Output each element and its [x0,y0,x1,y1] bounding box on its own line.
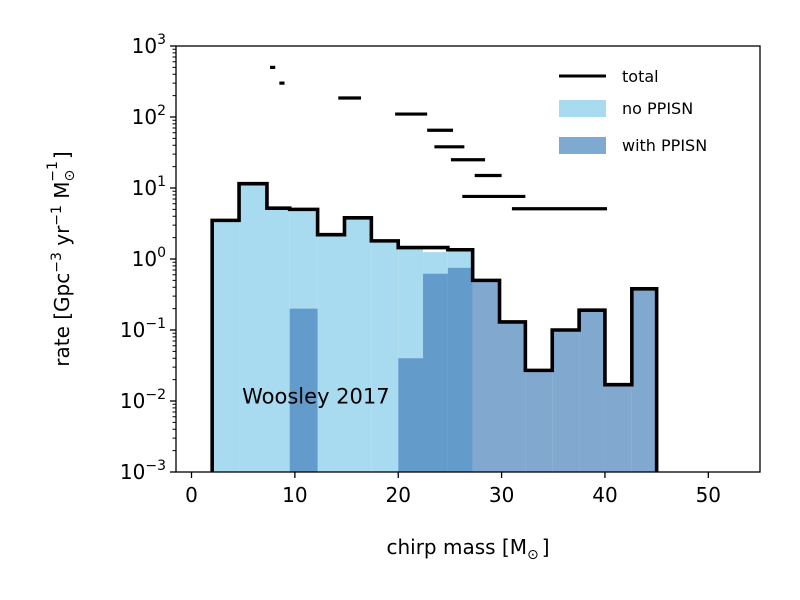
y-tick-label: 10−2 [120,387,166,413]
x-tick-label: 0 [185,483,198,507]
x-tick-label: 10 [282,483,307,507]
no-ppisn-bar [371,240,399,472]
x-tick-label: 50 [696,483,721,507]
upper-segments [270,65,608,211]
y-tick-label: 10−3 [120,458,166,484]
x-tick-label: 20 [386,483,411,507]
dataset-annotation: Woosley 2017 [242,385,389,409]
y-tick-label: 103 [132,32,166,58]
with-ppisn-bar [289,308,318,472]
with-ppisn-bar [499,321,526,472]
y-tick-label: 10−1 [120,316,166,342]
with-ppisn-bar [472,280,500,472]
legend-label: no PPISN [622,99,693,118]
with-ppisn-bars [289,267,657,472]
with-ppisn-bar [604,384,632,472]
with-ppisn-bar [447,267,473,472]
legend-swatch-with-ppisn [559,137,606,154]
legend: total no PPISN with PPISN [559,67,707,155]
y-axis: 10−3 10−2 10−1 100 101 102 103 [120,32,176,484]
y-tick-label: 101 [132,174,166,200]
no-ppisn-bar [317,234,345,472]
x-axis-label: chirp mass [M⊙] [386,535,549,563]
x-axis: 0 10 20 30 40 50 [185,472,721,507]
with-ppisn-bar [579,310,605,472]
legend-label: total [622,67,659,86]
legend-label: with PPISN [622,136,707,155]
total-step-path [210,181,659,472]
with-ppisn-bar [423,273,448,472]
no-ppisn-bar [239,183,267,472]
with-ppisn-bar [552,330,580,472]
x-tick-label: 40 [592,483,617,507]
y-tick-label: 100 [132,245,166,271]
with-ppisn-bar [525,370,553,472]
with-ppisn-bar [631,288,657,472]
total-step-line [210,181,659,472]
with-ppisn-bar [398,358,424,472]
no-ppisn-bar [344,217,372,472]
legend-swatch-no-ppisn [559,100,606,117]
y-tick-label: 102 [132,103,166,129]
no-ppisn-bar [212,220,240,472]
no-ppisn-bar [266,208,290,472]
x-tick-label: 30 [489,483,514,507]
y-axis-label: rate [Gpc−3 yr−1 M⊙−1] [45,151,78,367]
